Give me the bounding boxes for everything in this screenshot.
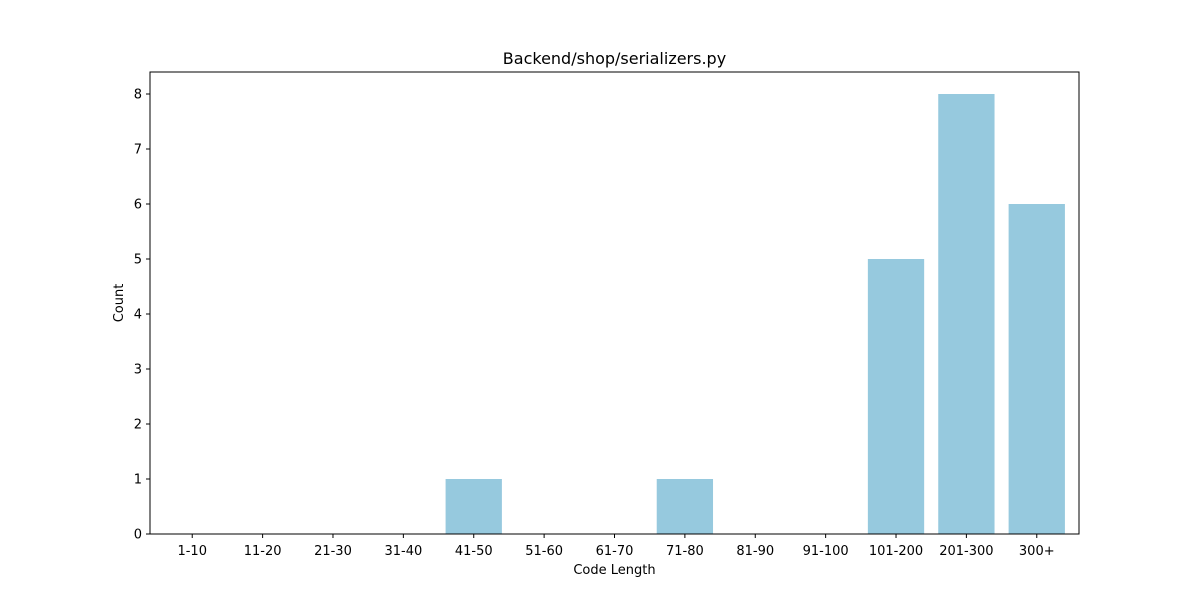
x-tick-label: 1-10 <box>177 544 207 559</box>
y-axis-label: Count <box>112 284 127 323</box>
x-tick-label: 11-20 <box>244 544 282 559</box>
x-axis: 1-10 11-20 21-30 31-40 41-50 51-60 61-70 71-80 8… <box>177 534 1055 559</box>
y-tick-label: 2 <box>134 418 142 433</box>
x-tick-label: 300+ <box>1019 544 1055 559</box>
bars-layer <box>445 94 1065 534</box>
x-tick-label: 71-80 <box>666 544 704 559</box>
x-tick-label: 91-100 <box>803 544 849 559</box>
bar-101-200 <box>867 259 925 534</box>
y-tick-label: 5 <box>134 253 142 268</box>
bar-201-300 <box>938 94 995 534</box>
chart-title: Backend/shop/serializers.py <box>503 49 726 68</box>
y-tick-label: 0 <box>134 528 142 543</box>
y-tick-label: 8 <box>134 88 142 103</box>
y-tick-label: 3 <box>134 363 142 378</box>
x-tick-label: 101-200 <box>869 544 923 559</box>
x-tick-label: 201-300 <box>939 544 993 559</box>
bar-300+ <box>1008 204 1065 534</box>
y-tick-label: 7 <box>134 143 142 158</box>
y-axis: 0 1 2 3 4 5 6 7 8 <box>134 88 150 543</box>
x-tick-label: 31-40 <box>384 544 422 559</box>
x-axis-label: Code Length <box>573 563 655 578</box>
x-tick-label: 61-70 <box>596 544 634 559</box>
x-tick-label: 21-30 <box>314 544 352 559</box>
bar-41-50 <box>445 479 502 534</box>
bar-71-80 <box>656 479 714 534</box>
x-tick-label: 51-60 <box>525 544 563 559</box>
y-tick-label: 1 <box>134 473 142 488</box>
x-tick-label: 41-50 <box>455 544 493 559</box>
x-tick-label: 81-90 <box>736 544 774 559</box>
y-tick-label: 6 <box>134 198 142 213</box>
y-tick-label: 4 <box>134 308 142 323</box>
